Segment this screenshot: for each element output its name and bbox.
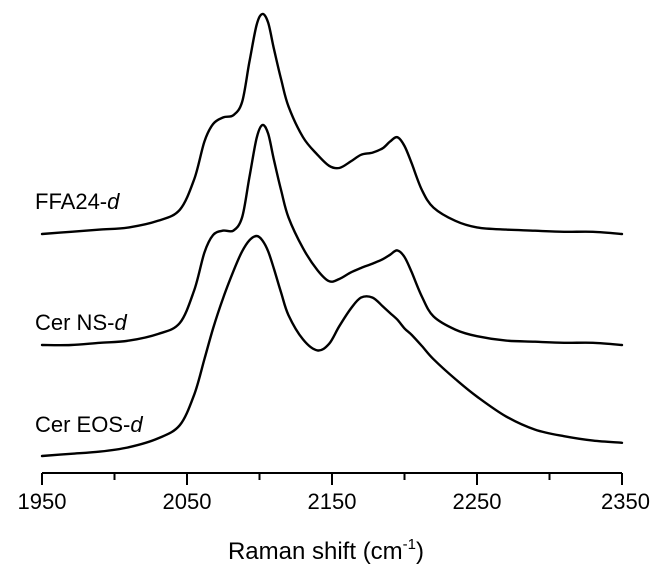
series-label-cer-eos-d: Cer EOS-d — [35, 412, 143, 437]
x-tick-label: 2250 — [453, 489, 502, 514]
x-tick-label: 1950 — [18, 489, 67, 514]
x-axis-title: Raman shift (cm-1) — [228, 536, 424, 565]
x-tick-label: 2050 — [163, 489, 212, 514]
series-label-ffa24-d: FFA24-d — [35, 189, 120, 214]
series-label-cer-ns-d: Cer NS-d — [35, 310, 127, 335]
x-tick-label: 2150 — [308, 489, 357, 514]
series-labels: FFA24-d Cer NS-d Cer EOS-d — [35, 189, 143, 437]
series-line-cer-eos-d — [40, 234, 624, 458]
x-tick-label: 2350 — [601, 489, 650, 514]
series-line-ffa24-d — [40, 12, 624, 236]
series-line-cer-ns-d — [40, 123, 624, 347]
spectra-traces — [40, 12, 624, 458]
x-axis: 1950 2050 2150 2250 2350 — [18, 472, 650, 514]
